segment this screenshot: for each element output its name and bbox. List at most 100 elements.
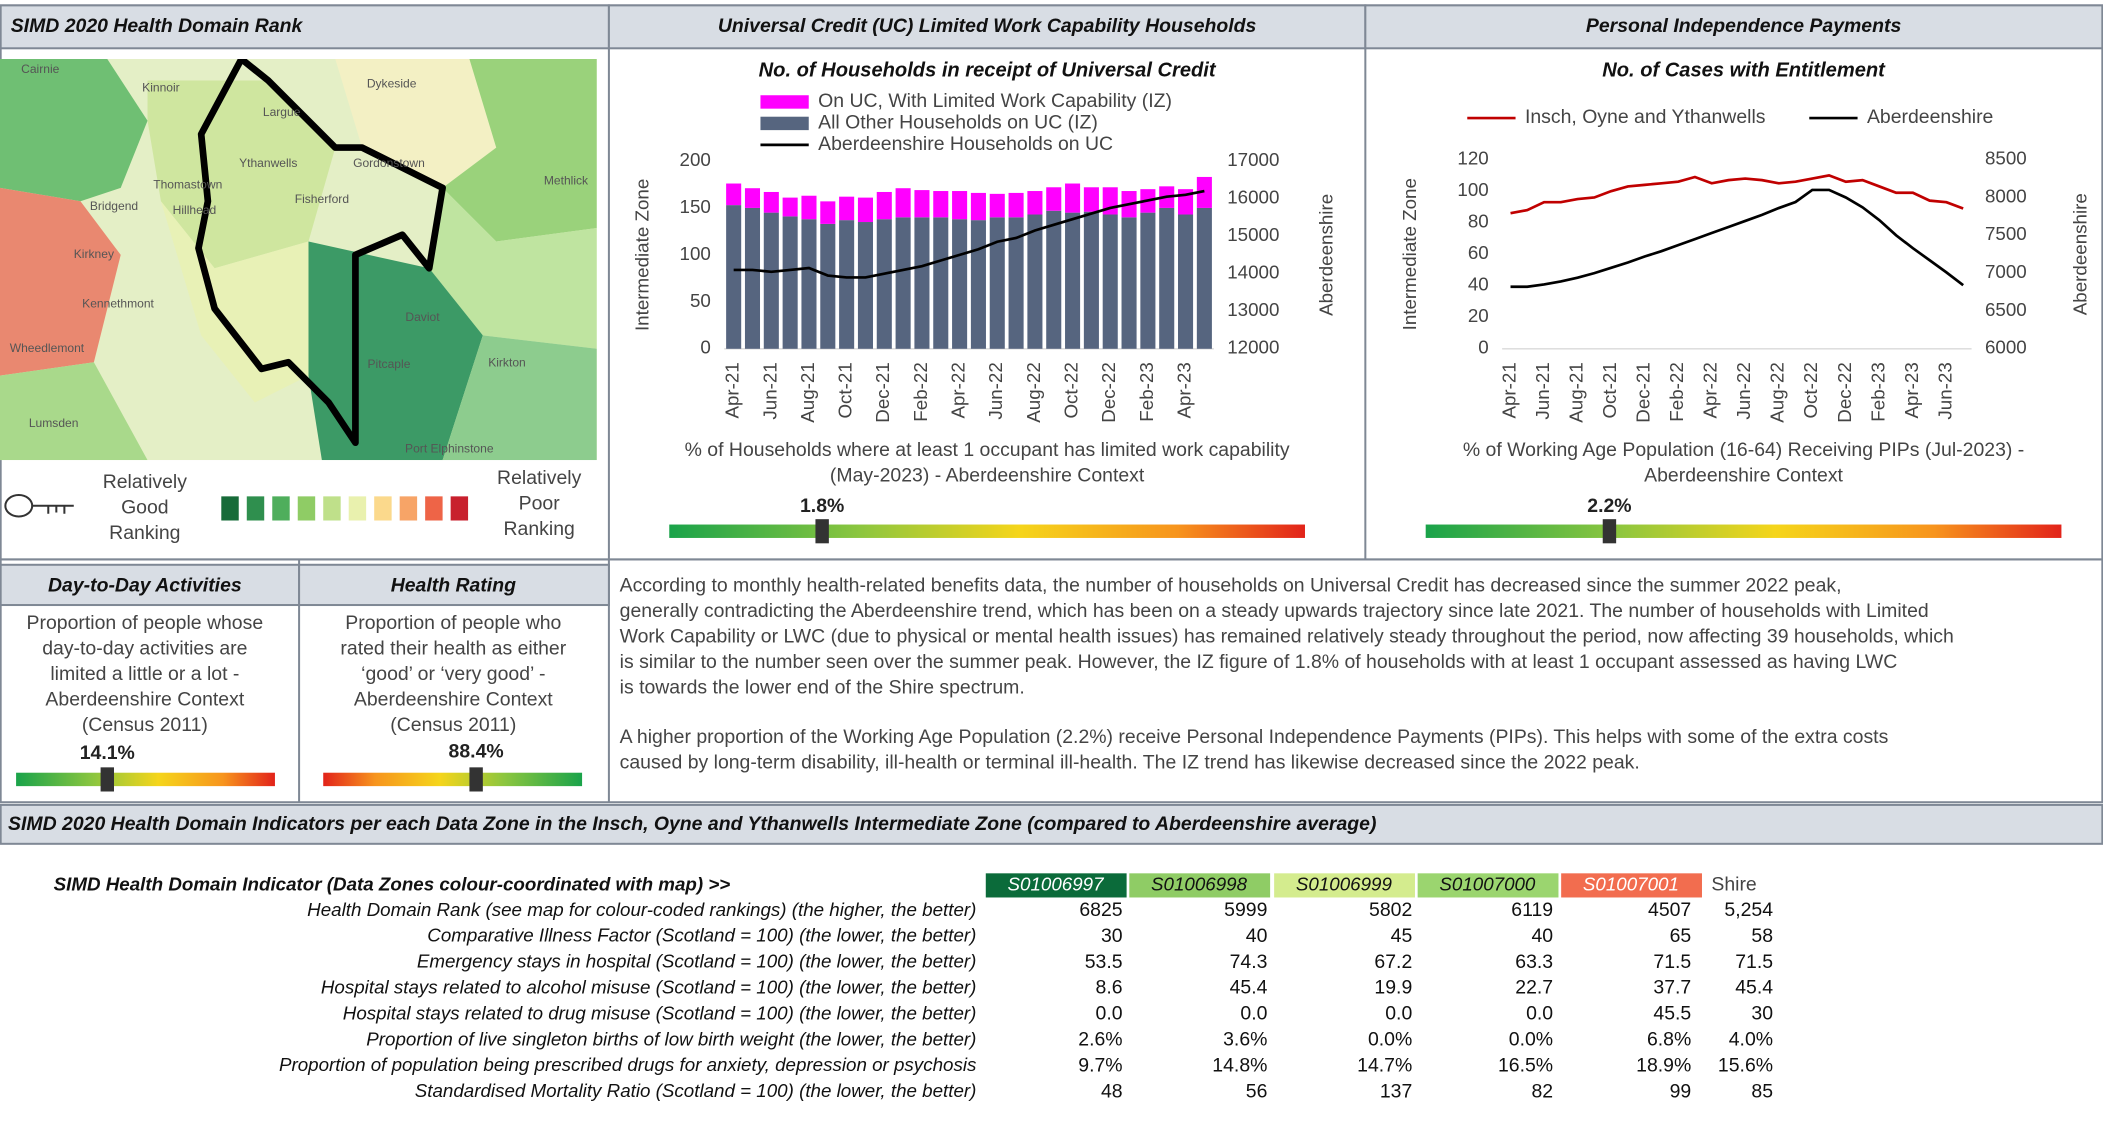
bar <box>820 223 836 349</box>
row-label: Standardised Mortality Ratio (Scotland =… <box>415 1080 977 1101</box>
bar <box>952 219 968 349</box>
table-shire-header: Shire <box>1711 874 1756 896</box>
bar <box>1102 214 1118 349</box>
map-place: Kinnoir <box>142 81 180 95</box>
map-place: Kirkton <box>488 356 526 370</box>
cell: 48 <box>1101 1080 1123 1102</box>
cell: 99 <box>1670 1080 1692 1102</box>
x-tick-label: Aug-22 <box>1767 362 1788 423</box>
key-swatch <box>450 496 469 521</box>
cell: 5,254 <box>1724 899 1773 921</box>
zone-cell <box>1274 873 1415 898</box>
line <box>733 189 1205 279</box>
panel-title: Day-to-Day Activities <box>48 574 242 596</box>
cell: 58 <box>1751 925 1773 947</box>
x-tick-label: Apr-22 <box>1700 362 1721 418</box>
gauge-label: 2.2% <box>1587 495 1631 517</box>
panel-title: Universal Credit (UC) Limited Work Capab… <box>718 15 1257 37</box>
header-bars <box>0 4 2103 845</box>
row-label: Proportion of population being prescribe… <box>279 1054 976 1075</box>
map-place: Pitcaple <box>367 357 410 371</box>
row-label: Hospital stays related to drug misuse (S… <box>343 1002 977 1023</box>
y2-tick-label: 14000 <box>1227 262 1279 283</box>
x-tick-label: Apr-21 <box>722 362 743 418</box>
cell: 85 <box>1751 1080 1773 1102</box>
cell: 14.8% <box>1212 1054 1267 1076</box>
key-swatch <box>425 496 443 521</box>
y2-tick-label: 6500 <box>1985 299 2027 320</box>
cell: 0.0 <box>1096 1003 1123 1025</box>
bar <box>744 188 761 208</box>
map-place: Dykeside <box>367 77 417 91</box>
map <box>0 59 597 461</box>
bar <box>1008 192 1024 218</box>
zone-header: S01006998 <box>1151 873 1248 894</box>
bar <box>895 217 911 349</box>
panel-text: Proportion of people whose <box>27 612 264 634</box>
cell: 40 <box>1531 925 1553 947</box>
cell: 15.6% <box>1718 1054 1773 1076</box>
map-place: Thomastown <box>153 177 222 191</box>
y-tick-label: 100 <box>1457 179 1488 200</box>
map-place: Kennethmont <box>82 297 154 311</box>
cell: 0.0% <box>1509 1028 1553 1050</box>
key-icon <box>4 494 74 518</box>
bar <box>895 188 911 218</box>
bar <box>801 219 817 349</box>
bar <box>744 207 761 349</box>
y2-tick-label: 13000 <box>1227 299 1279 320</box>
x-tick-label: Jun-22 <box>985 362 1006 419</box>
bar <box>1196 207 1212 349</box>
cell: 6.8% <box>1647 1028 1691 1050</box>
panel-text: (Census 2011) <box>82 714 208 736</box>
panel-text: (Census 2011) <box>390 714 516 736</box>
commentary: A higher proportion of the Working Age P… <box>620 726 1889 748</box>
cell: 53.5 <box>1085 951 1123 973</box>
bar <box>763 191 779 213</box>
bar <box>1083 187 1099 212</box>
panel-text: Aberdeenshire Context <box>45 688 244 710</box>
zone-header: S01006997 <box>1008 873 1106 894</box>
y-tick-label: 0 <box>700 337 710 358</box>
cell: 5999 <box>1224 899 1267 921</box>
y-tick-label: 40 <box>1468 274 1489 295</box>
y-tick-label: 50 <box>690 290 711 311</box>
cell: 71.5 <box>1735 951 1773 973</box>
bar <box>782 216 798 349</box>
zone-cell <box>985 873 1127 898</box>
commentary: is similar to the number seen over the s… <box>620 651 1898 673</box>
x-tick-label: Dec-22 <box>1834 362 1855 423</box>
x-tick-label: Feb-23 <box>1136 362 1157 421</box>
y-tick-label: 120 <box>1457 148 1488 169</box>
y2-tick-label: 6000 <box>1985 337 2027 358</box>
cell: 56 <box>1246 1080 1268 1102</box>
bar <box>726 183 742 206</box>
bar <box>970 192 986 221</box>
bar <box>763 212 779 349</box>
commentary: Work Capability or LWC (due to physical … <box>620 625 1954 647</box>
cell: 65 <box>1670 925 1692 947</box>
cell: 22.7 <box>1515 977 1553 999</box>
bar <box>914 190 930 218</box>
y-tick-label: 60 <box>1468 242 1489 263</box>
panel-text: Proportion of people who <box>345 612 561 634</box>
map-place: Wheedlemont <box>10 341 85 355</box>
chart-title: No. of Cases with Entitlement <box>1602 59 1886 81</box>
zone-cell <box>1417 873 1559 898</box>
panel-title: Personal Independence Payments <box>1586 15 1902 37</box>
row-label: Hospital stays related to alcohol misuse… <box>321 977 976 998</box>
x-tick-label: Oct-21 <box>1599 362 1620 418</box>
legend-swatch <box>760 116 809 131</box>
map-place: Ythanwells <box>239 156 297 170</box>
zone-cell <box>1561 873 1702 898</box>
bar <box>1178 214 1194 349</box>
map-place: Daviot <box>405 310 440 324</box>
key-label: Good <box>121 497 169 519</box>
row-label: Comparative Illness Factor (Scotland = 1… <box>427 925 976 946</box>
y2-tick-label: 12000 <box>1227 337 1279 358</box>
cell: 67.2 <box>1374 951 1412 973</box>
y2-tick-label: 7000 <box>1985 261 2027 282</box>
bar <box>782 197 798 217</box>
